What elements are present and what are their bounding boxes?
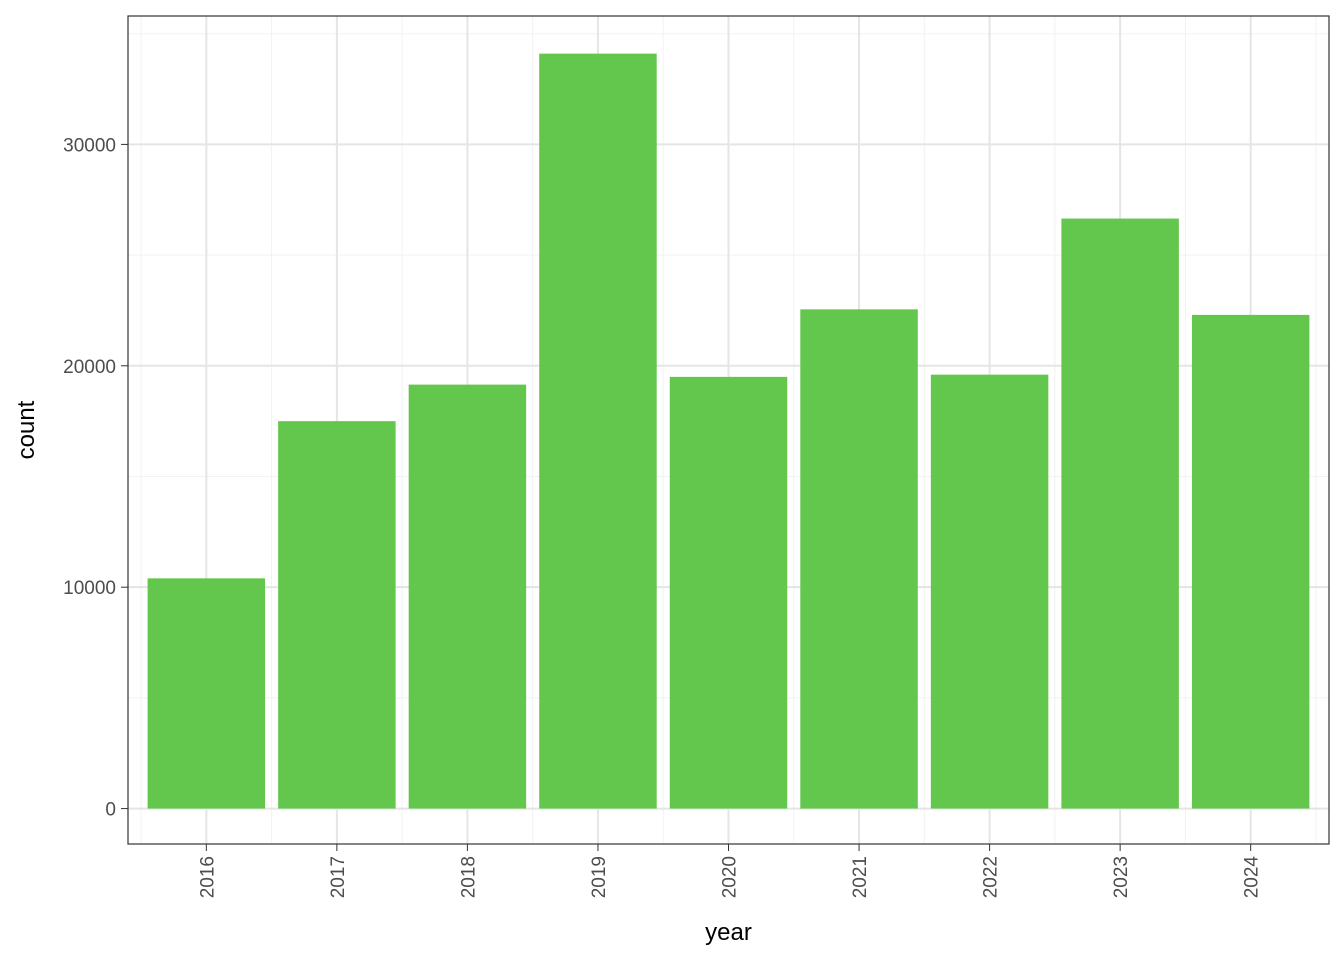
- bar-2024: [1191, 314, 1310, 809]
- x-axis: 2016 2017 2018 2019 2020 2021 2022 2023 2024: [197, 844, 1263, 899]
- x-tick-label: 2017: [328, 856, 349, 898]
- bar-2019: [539, 53, 657, 809]
- x-tick-label: 2020: [720, 856, 741, 898]
- bar-2020: [669, 376, 788, 809]
- x-tick-label: 2018: [458, 856, 479, 898]
- y-tick-label: 0: [105, 800, 116, 821]
- y-tick-label: 20000: [63, 357, 116, 378]
- x-tick-label: 2023: [1111, 856, 1132, 898]
- y-tick-label: 30000: [63, 135, 116, 156]
- bar-2023: [1061, 218, 1179, 809]
- bar-2018: [408, 384, 527, 809]
- bar-2021: [800, 309, 918, 809]
- x-tick-label: 2022: [981, 856, 1002, 898]
- x-tick-label: 2016: [197, 856, 218, 898]
- y-axis: 0 10000 20000 30000: [63, 135, 128, 821]
- bar-2022: [930, 374, 1049, 809]
- y-tick-label: 10000: [63, 578, 116, 599]
- x-tick-label: 2024: [1242, 856, 1263, 899]
- x-tick-label: 2021: [850, 856, 871, 898]
- x-tick-label: 2019: [589, 856, 610, 898]
- bars: [147, 53, 1310, 809]
- bar-2016: [147, 578, 266, 809]
- bar-2017: [278, 421, 396, 809]
- x-axis-title: year: [705, 919, 752, 946]
- y-axis-title: count: [13, 400, 40, 459]
